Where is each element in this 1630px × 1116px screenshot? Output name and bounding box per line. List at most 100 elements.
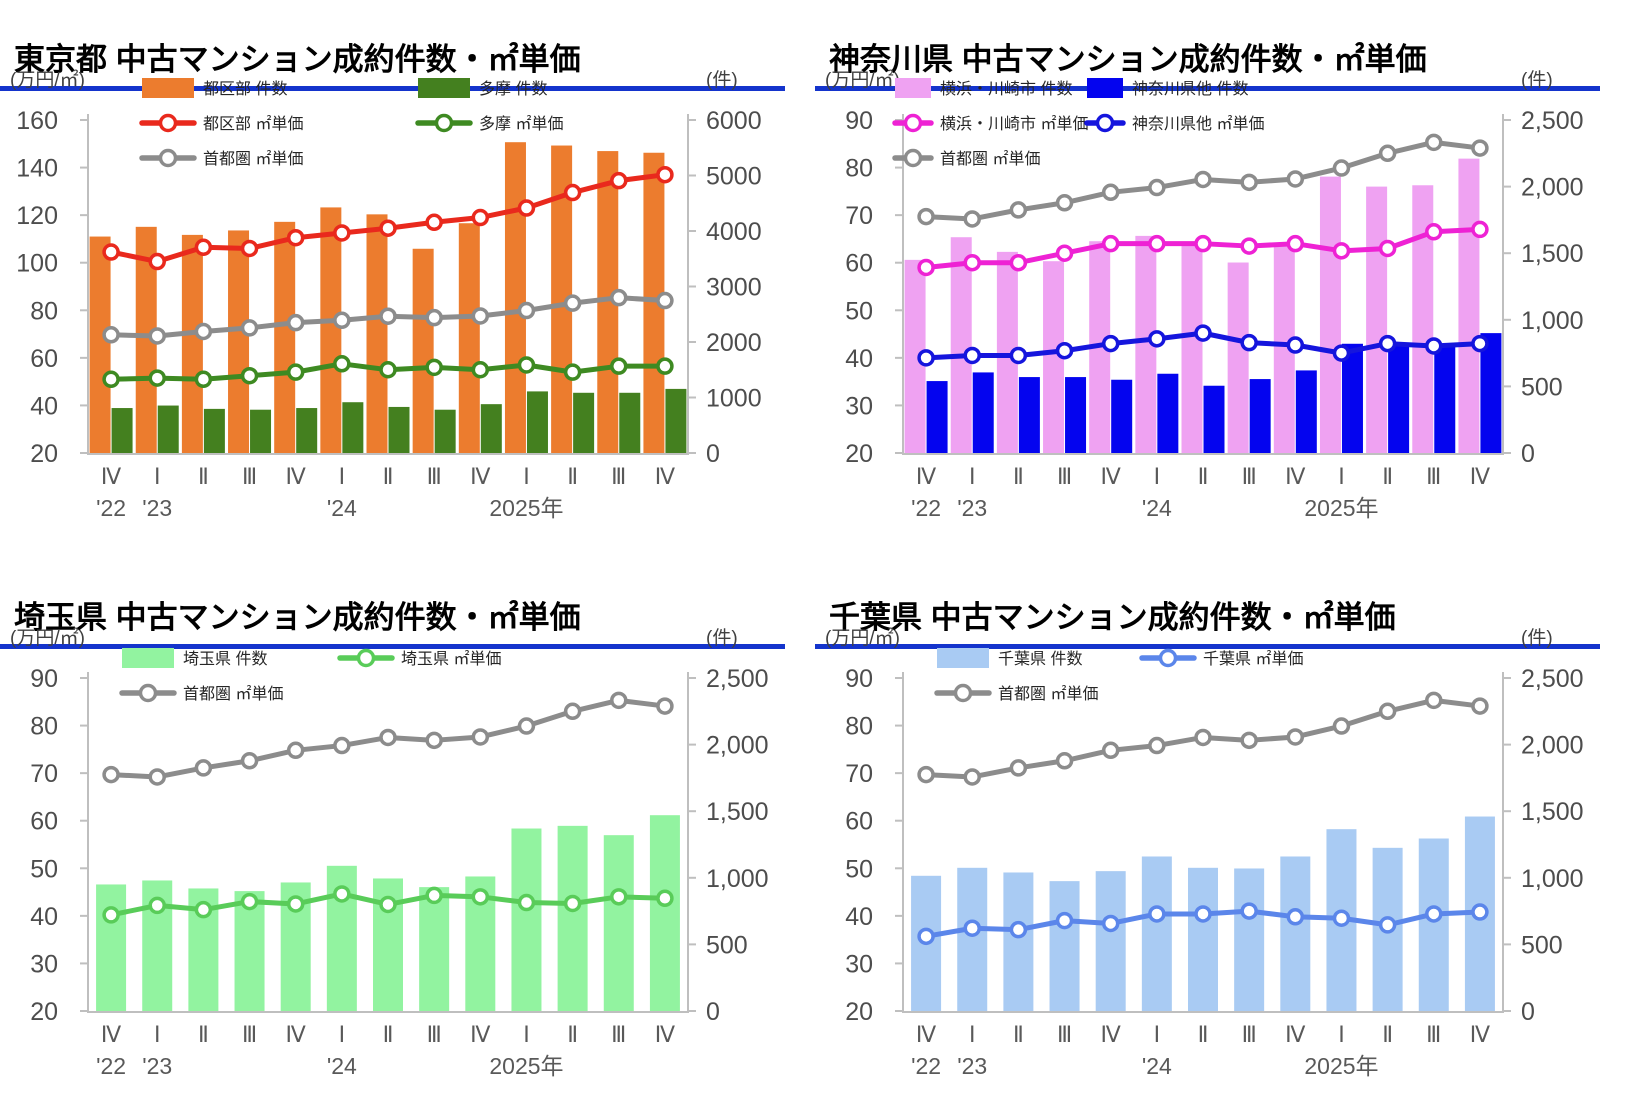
saitama-chart-panel: 埼玉県 中古マンション成約件数・㎡単価 (万円/㎡) (件) 90 80 70 60 50 4… xyxy=(0,558,815,1116)
legend-line-marker xyxy=(158,148,178,168)
line-marker-2-q12 xyxy=(656,291,674,310)
x-axis-quarter-label: Ⅲ xyxy=(1057,464,1072,489)
x-axis-quarter-label: Ⅲ xyxy=(1426,1022,1441,1047)
x-axis-year-label: '22 xyxy=(911,1053,941,1079)
left-axis-tick-label: 70 xyxy=(845,202,873,230)
bar-series-0-q5 xyxy=(320,207,342,453)
line-marker-1-q2 xyxy=(194,370,213,389)
right-axis-tick-label: 0 xyxy=(1521,440,1535,468)
bar-series-1-q5 xyxy=(342,402,364,453)
bar-series-0-q7 xyxy=(419,887,450,1011)
line-marker-1-q7 xyxy=(425,358,443,377)
line-marker-1-q12 xyxy=(1471,697,1489,715)
right-axis-tick-label: 0 xyxy=(706,440,720,468)
line-marker-0-q6 xyxy=(1194,234,1212,253)
left-axis-tick-label: 70 xyxy=(845,760,873,788)
legend-item-1: 多摩 件数 xyxy=(418,78,547,98)
right-axis-tick-label: 2,000 xyxy=(706,732,769,760)
x-axis-quarter-label: Ⅱ xyxy=(1382,464,1393,489)
legend-item-2: 首都圏 ㎡単価 xyxy=(119,683,283,703)
line-marker-0-q4 xyxy=(1101,234,1120,253)
x-axis-quarter-label: Ⅳ xyxy=(286,464,307,489)
right-axis-tick-label: 1,500 xyxy=(1521,798,1584,826)
legend-label: 都区部 件数 xyxy=(203,80,287,98)
line-marker-0-q12 xyxy=(656,889,674,908)
line-marker-1-q8 xyxy=(1286,336,1305,354)
legend-line-marker xyxy=(138,683,158,703)
line-marker-0-q8 xyxy=(471,208,490,227)
x-axis-quarter-label: Ⅱ xyxy=(383,1022,394,1047)
bar-series-1-q8 xyxy=(480,404,502,453)
line-marker-1-q6 xyxy=(379,728,397,747)
line-marker-1-q5 xyxy=(1148,736,1166,755)
line-marker-2-q12 xyxy=(1471,139,1489,157)
line-marker-1-q5 xyxy=(333,355,351,373)
right-axis-tick-label: 2000 xyxy=(706,329,762,357)
x-axis-quarter-label: Ⅱ xyxy=(1382,1022,1393,1047)
line-marker-0-q1 xyxy=(148,896,166,915)
line-marker-1-q1 xyxy=(963,768,981,786)
legend-bar-swatch xyxy=(937,648,989,668)
legend-item-4: 首都圏 ㎡単価 xyxy=(892,148,1040,168)
tokyo-chart-panel: 東京都 中古マンション成約件数・㎡単価 (万円/㎡) (件) 160 140 120 10… xyxy=(0,0,815,558)
left-axis-tick-label: 90 xyxy=(845,107,873,135)
left-axis-tick-label: 160 xyxy=(16,107,58,135)
x-axis-quarter-label: Ⅰ xyxy=(339,464,346,489)
line-marker-1-q3 xyxy=(1055,752,1074,770)
x-axis-quarter-label: Ⅰ xyxy=(1154,1022,1161,1047)
bar-series-0-q0 xyxy=(89,236,111,453)
x-axis-year-label: '24 xyxy=(1142,1053,1172,1079)
line-marker-2-q5 xyxy=(333,311,351,330)
line-marker-2-q11 xyxy=(1425,133,1443,152)
line-marker-2-q2 xyxy=(194,322,213,341)
right-axis-tick-label: 1,000 xyxy=(706,865,769,893)
x-axis-quarter-label: Ⅳ xyxy=(655,1022,676,1047)
line-marker-1-q12 xyxy=(1471,334,1489,353)
line-marker-1-q6 xyxy=(1194,728,1212,747)
bar-series-0-q6 xyxy=(1188,867,1218,1011)
legend-item-0: 横浜・川崎市 件数 xyxy=(895,78,1072,98)
line-marker-0-q9 xyxy=(1332,242,1351,260)
x-axis-quarter-label: Ⅱ xyxy=(383,464,394,489)
line-marker-0-q0 xyxy=(917,927,935,946)
bar-series-0-q0 xyxy=(904,259,926,453)
line-marker-1-q10 xyxy=(1378,334,1397,353)
line-marker-1-q10 xyxy=(1378,702,1397,721)
line-marker-1-q11 xyxy=(1425,337,1443,355)
legend-line-marker xyxy=(356,648,376,668)
x-axis-quarter-label: Ⅱ xyxy=(1013,464,1024,489)
saitama-chart-title: 埼玉県 中古マンション成約件数・㎡単価 xyxy=(0,586,785,649)
bar-series-1-q1 xyxy=(972,372,994,453)
bar-series-0-q5 xyxy=(1135,235,1157,453)
legend-item-2: 都区部 ㎡単価 xyxy=(139,113,303,133)
left-axis-tick-label: 40 xyxy=(845,345,873,373)
left-axis-tick-label: 20 xyxy=(845,440,873,468)
left-axis-tick-label: 50 xyxy=(845,297,873,325)
bar-series-0-q6 xyxy=(1181,242,1203,453)
legend-item-0: 埼玉県 件数 xyxy=(122,648,267,668)
bar-series-1-q7 xyxy=(434,409,456,453)
x-axis-quarter-label: Ⅰ xyxy=(154,464,161,489)
left-axis-tick-label: 60 xyxy=(30,345,58,373)
left-axis-tick-label: 80 xyxy=(30,713,58,741)
bar-series-1-q2 xyxy=(203,408,225,453)
legend-item-3: 多摩 ㎡単価 xyxy=(415,113,563,133)
bar-series-0-q1 xyxy=(950,237,972,453)
left-axis-tick-label: 20 xyxy=(30,998,58,1026)
line-marker-2-q5 xyxy=(1148,178,1166,197)
legend-label: 千葉県 件数 xyxy=(998,650,1082,668)
right-axis-tick-label: 0 xyxy=(1521,998,1535,1026)
legend-line-marker xyxy=(158,113,178,133)
legend-item-3: 神奈川県他 ㎡単価 xyxy=(1084,113,1264,133)
line-marker-1-q0 xyxy=(102,765,120,784)
left-axis-tick-label: 40 xyxy=(30,903,58,931)
x-axis-quarter-label: Ⅰ xyxy=(1338,464,1345,489)
x-axis-quarter-label: Ⅰ xyxy=(339,1022,346,1047)
legend-bar-swatch xyxy=(142,78,194,98)
line-marker-1-q1 xyxy=(963,346,981,365)
right-axis-unit-label: (件) xyxy=(706,627,738,649)
right-axis-tick-label: 6000 xyxy=(706,107,762,135)
line-marker-2-q9 xyxy=(517,301,536,320)
line-marker-0-q5 xyxy=(333,885,351,903)
line-marker-2-q10 xyxy=(563,294,582,312)
